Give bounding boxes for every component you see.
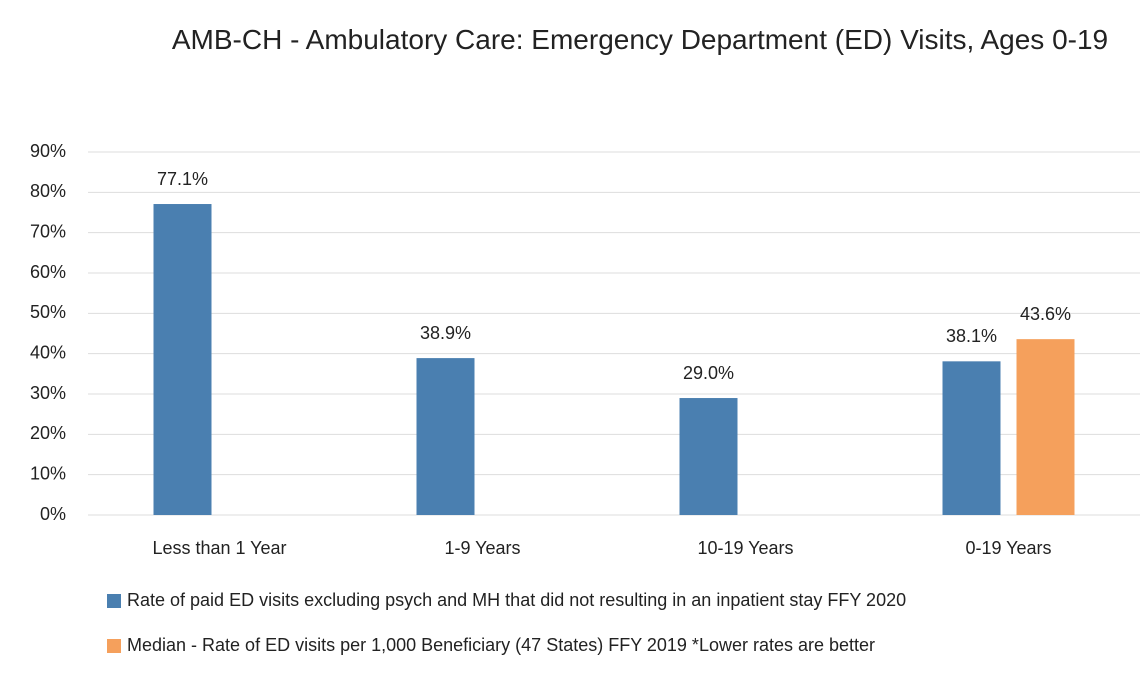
bar (679, 398, 738, 515)
x-tick-label: 0-19 Years (965, 538, 1051, 558)
y-tick-label: 20% (30, 423, 66, 443)
data-label: 38.1% (946, 326, 997, 346)
data-label: 38.9% (420, 323, 471, 343)
x-tick-label: Less than 1 Year (152, 538, 286, 558)
y-tick-label: 10% (30, 463, 66, 483)
data-label: 29.0% (683, 363, 734, 383)
chart-title: AMB-CH - Ambulatory Care: Emergency Depa… (171, 24, 1109, 55)
x-tick-label: 10-19 Years (697, 538, 793, 558)
y-tick-label: 50% (30, 302, 66, 322)
y-tick-label: 90% (30, 141, 66, 161)
bar (1016, 339, 1075, 515)
y-tick-label: 30% (30, 383, 66, 403)
y-tick-label: 80% (30, 181, 66, 201)
y-tick-label: 70% (30, 221, 66, 241)
data-label: 77.1% (157, 169, 208, 189)
bar (153, 204, 212, 515)
y-tick-label: 60% (30, 262, 66, 282)
y-tick-label: 0% (40, 504, 66, 524)
legend-swatch (107, 639, 121, 653)
legend-label: Median - Rate of ED visits per 1,000 Ben… (127, 635, 875, 655)
legend-label: Rate of paid ED visits excluding psych a… (127, 590, 906, 610)
x-tick-label: 1-9 Years (444, 538, 520, 558)
bar (942, 361, 1001, 515)
legend-swatch (107, 594, 121, 608)
bar (416, 358, 475, 515)
y-tick-label: 40% (30, 342, 66, 362)
data-label: 43.6% (1020, 304, 1071, 324)
